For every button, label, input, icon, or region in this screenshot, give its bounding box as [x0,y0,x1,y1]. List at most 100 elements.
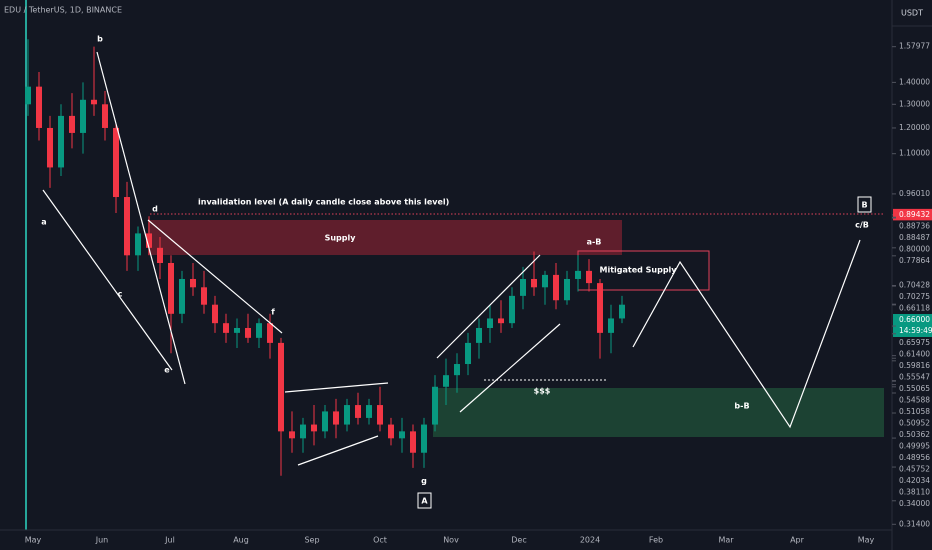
x-tick-label: Apr [790,536,805,545]
invalidation-label: invalidation level (A daily candle close… [198,198,449,207]
x-tick-label: Nov [443,536,459,545]
wave-label: a-B [587,238,602,247]
candle-body [355,405,361,418]
y-tick-label: 1.20000 [899,123,930,132]
candle-body [256,323,262,338]
x-axis: May Jun Jul Aug Sep Oct Nov Dec 2024 Feb Mar Apr May [25,536,875,545]
x-tick-label: May [858,536,875,545]
y-tick-label: 1.10000 [899,149,930,158]
candle-body [476,327,482,343]
y-tick-label: 1.57977 [899,42,930,51]
wave-label: f [271,308,275,317]
x-tick-label: Mar [718,536,734,545]
candle-body [366,405,372,418]
candle-body [146,233,152,248]
candle-body [69,115,75,133]
candle-body [36,86,42,128]
candle-body [311,424,317,432]
candle-body [102,104,108,128]
supply-label: Supply [325,234,357,243]
mitigated-label: Mitigated Supply [599,266,677,275]
y-tick-label: 0.54588 [899,395,930,404]
y-tick-label: 0.49995 [899,441,930,450]
wave-label: c/B [855,221,869,230]
y-tick-label: 0.55065 [899,384,930,393]
trend-line [96,51,186,385]
y-axis: 1.57977 1.40000 1.30000 1.20000 1.10000 0.960… [892,42,932,528]
y-tick-label: 0.31400 [899,519,930,528]
wave-label: e [164,366,170,375]
y-tick-label: 1.30000 [899,99,930,108]
candle-body [454,364,460,376]
y-tick-label: 0.70275 [899,292,930,301]
x-tick-label: May [25,536,42,545]
candle-body [399,431,405,439]
wave-label: b [97,35,103,44]
x-tick-label: Oct [373,536,387,545]
trend-line [147,219,283,334]
y-tick-label: 0.48956 [899,453,930,462]
candle-body [509,295,515,324]
candle-body [344,405,350,425]
candle-body [564,278,570,301]
trend-line [436,254,541,359]
candle-body [465,342,471,365]
candle-body [91,99,97,105]
wave-label: a [41,218,46,227]
y-tick-label: 0.61400 [899,349,930,358]
label-box [857,196,872,213]
y-tick-label: 0.38110 [899,487,930,496]
wave-label: B [861,201,867,210]
wave-label: c [118,290,123,299]
candle-body [234,327,240,333]
wave-label: d [152,205,158,214]
candle-body [619,304,625,319]
y-tick-label: 0.65975 [899,338,930,347]
y-tick-label: 1.40000 [899,77,930,86]
candles [25,39,625,476]
candle-body [212,304,218,324]
candle-body [498,318,504,324]
candle-body [179,278,185,314]
y-tick-label: 0.88487 [899,233,930,242]
label-box [417,492,432,509]
y-tick-label: 0.45752 [899,464,930,473]
supply-zone [148,220,622,255]
y-tick-label: 0.50952 [899,418,930,427]
x-tick-label: Feb [649,536,663,545]
candle-body [168,262,174,314]
candle-body [289,431,295,439]
y-tick-label: 0.96010 [899,189,930,198]
candle-body [553,274,559,301]
x-tick-label: Dec [511,536,526,545]
y-tick-label: 0.66118 [899,303,930,312]
alert-label: 0.89432 [899,210,930,219]
candle-body [586,270,592,284]
candle-body [124,197,130,256]
candle-body [377,405,383,425]
price-axis [892,0,932,550]
candle-body [58,115,64,168]
projection-path [632,239,861,429]
countdown-label: 14:59:49 [899,326,932,335]
y-tick-label: 0.80000 [899,244,930,253]
trend-line [42,189,173,371]
candle-body [190,278,196,288]
candle-body [278,342,284,432]
candle-body [333,411,339,425]
candle-body [80,99,86,133]
candle-body [443,375,449,387]
candle-body [25,86,31,105]
y-tick-label: 0.55547 [899,372,930,381]
price-label-box [893,313,932,337]
liquidity-label: $$$ [534,387,551,396]
candle-body [113,127,119,198]
candle-body [267,323,273,343]
price-label: 0.66000 [899,315,930,324]
candle-body [432,386,438,425]
candle-body [487,318,493,328]
wave-label: g [421,477,427,486]
y-tick-label: 0.34000 [899,499,930,508]
